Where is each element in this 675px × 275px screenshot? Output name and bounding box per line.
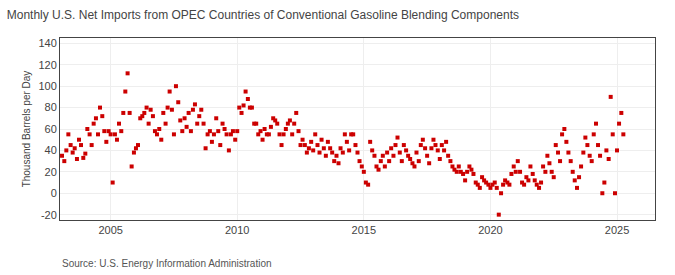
svg-text:120: 120 bbox=[38, 59, 56, 71]
svg-text:2025: 2025 bbox=[605, 224, 629, 236]
svg-text:100: 100 bbox=[38, 80, 56, 92]
svg-text:Source: U.S. Energy Informatio: Source: U.S. Energy Information Administ… bbox=[62, 258, 272, 269]
svg-text:Monthly U.S. Net Imports from: Monthly U.S. Net Imports from OPEC Count… bbox=[7, 8, 519, 22]
svg-text:2015: 2015 bbox=[352, 224, 376, 236]
svg-text:-20: -20 bbox=[41, 209, 57, 221]
svg-text:2005: 2005 bbox=[98, 224, 122, 236]
svg-text:20: 20 bbox=[45, 166, 57, 178]
svg-text:0: 0 bbox=[51, 187, 57, 199]
svg-text:80: 80 bbox=[45, 101, 57, 113]
svg-text:140: 140 bbox=[38, 37, 56, 49]
svg-text:Thousand Barrels per Day: Thousand Barrels per Day bbox=[21, 71, 32, 188]
svg-text:2010: 2010 bbox=[225, 224, 249, 236]
svg-text:60: 60 bbox=[45, 123, 57, 135]
svg-text:40: 40 bbox=[45, 144, 57, 156]
svg-text:2020: 2020 bbox=[478, 224, 502, 236]
